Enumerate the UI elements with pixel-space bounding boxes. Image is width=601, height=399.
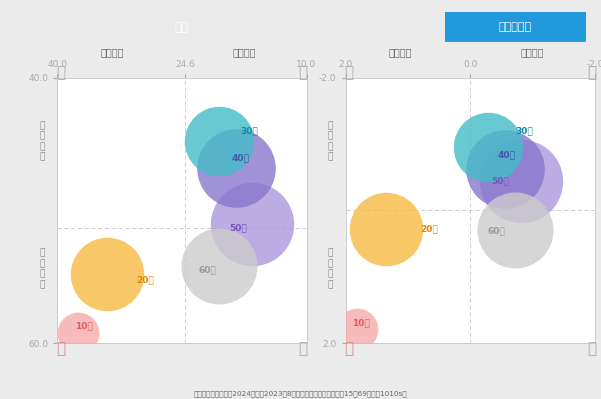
Text: 30代: 30代: [516, 126, 534, 135]
Point: [248, 221, 257, 227]
Text: 自
己
本
位: 自 己 本 位: [328, 121, 334, 162]
Text: 40代: 40代: [497, 150, 515, 159]
Text: 未来中心: 未来中心: [521, 47, 545, 57]
Text: 10代: 10代: [75, 321, 93, 330]
Text: 現在中心: 現在中心: [389, 47, 412, 57]
Text: 30代: 30代: [240, 126, 258, 135]
Text: 正: 正: [587, 341, 596, 356]
Point: [102, 271, 112, 277]
Text: 10代: 10代: [352, 319, 370, 328]
FancyBboxPatch shape: [436, 12, 594, 42]
Text: 快: 快: [56, 65, 66, 80]
Point: [73, 329, 83, 336]
Point: [215, 138, 224, 145]
Point: [381, 226, 391, 232]
Text: 社
会
本
位: 社 会 本 位: [328, 249, 334, 289]
Text: 出所：消費社会白書2024調査（2023年8月、インターネット調査、15〜69歳男性1010s）: 出所：消費社会白書2024調査（2023年8月、インターネット調査、15〜69歳…: [194, 390, 407, 397]
Point: [517, 178, 526, 184]
Text: 基準化得点: 基準化得点: [453, 21, 488, 34]
Text: 60代: 60代: [198, 266, 216, 275]
Point: [500, 166, 510, 172]
Text: 利: 利: [298, 65, 308, 80]
Text: 現在中心: 現在中心: [100, 47, 124, 57]
Text: 社
会
本
位: 社 会 本 位: [40, 249, 45, 289]
Text: 50代: 50代: [229, 223, 247, 232]
Text: 自
己
本
位: 自 己 本 位: [40, 121, 45, 162]
Text: 正: 正: [298, 341, 308, 356]
Text: 愛: 愛: [344, 341, 354, 356]
Point: [215, 263, 224, 269]
Text: 20代: 20代: [421, 225, 438, 233]
Point: [483, 144, 493, 151]
Text: 20代: 20代: [136, 275, 154, 284]
Point: [510, 227, 520, 233]
Text: 50代: 50代: [492, 176, 509, 185]
Text: 利: 利: [587, 65, 596, 80]
Text: 60代: 60代: [487, 226, 505, 235]
Text: 比率: 比率: [175, 21, 189, 34]
Text: 40代: 40代: [232, 153, 249, 162]
Point: [352, 325, 362, 332]
Text: 男性ベース: 男性ベース: [499, 22, 532, 32]
Text: 快: 快: [344, 65, 354, 80]
Text: 未来中心: 未来中心: [233, 47, 256, 57]
Text: 愛: 愛: [56, 341, 66, 356]
Point: [231, 165, 240, 171]
